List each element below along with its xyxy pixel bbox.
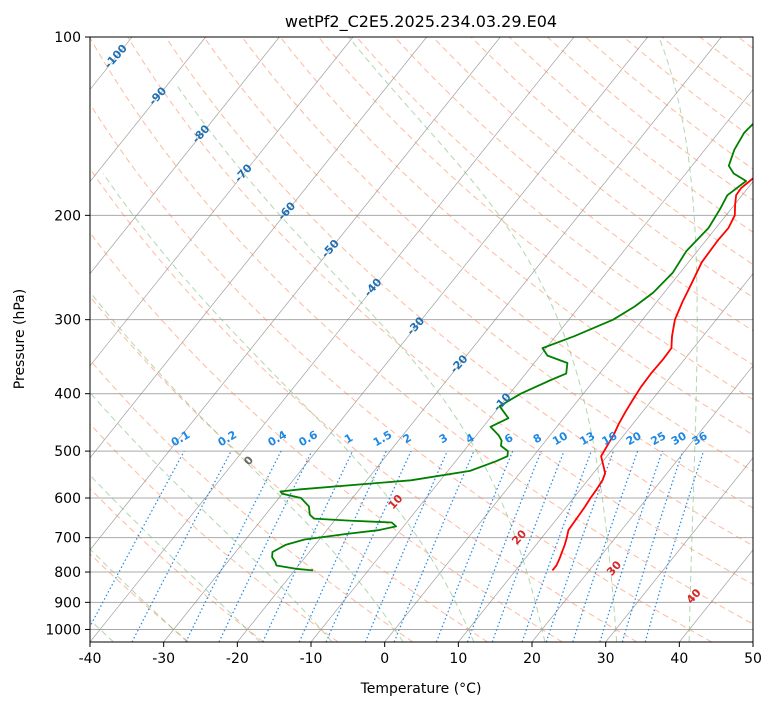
x-tick-label: 20	[523, 651, 541, 667]
y-tick-label: 500	[54, 444, 81, 460]
x-tick-label: -20	[226, 651, 249, 667]
y-tick-label: 200	[54, 208, 81, 224]
x-tick-label: 50	[744, 651, 762, 667]
x-tick-label: -30	[152, 651, 175, 667]
y-tick-label: 900	[54, 595, 81, 611]
y-tick-label: 1000	[45, 622, 81, 638]
x-tick-label: 0	[380, 651, 389, 667]
chart-title: wetPf2_C2E5.2025.234.03.29.E04	[285, 12, 557, 32]
y-tick-label: 800	[54, 565, 81, 581]
x-axis-label: Temperature (°C)	[360, 681, 482, 697]
x-tick-label: 40	[670, 651, 688, 667]
y-tick-label: 100	[54, 30, 81, 46]
x-tick-label: -40	[79, 651, 102, 667]
y-axis-label: Pressure (hPa)	[12, 289, 28, 389]
y-tick-label: 300	[54, 313, 81, 329]
y-tick-label: 400	[54, 387, 81, 403]
x-tick-label: 10	[449, 651, 467, 667]
x-tick-label: 30	[597, 651, 615, 667]
x-tick-label: -10	[300, 651, 323, 667]
y-tick-label: 600	[54, 491, 81, 507]
y-tick-label: 700	[54, 531, 81, 547]
